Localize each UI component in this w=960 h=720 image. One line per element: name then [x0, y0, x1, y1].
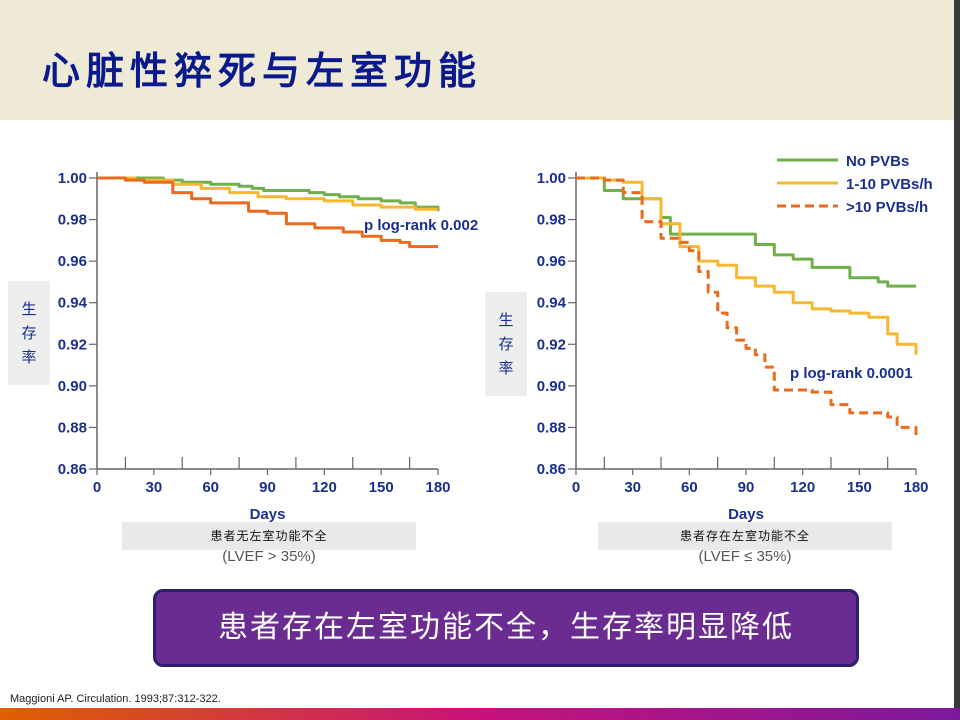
- x-tick-label: 60: [681, 479, 698, 496]
- y-tick-label: 0.92: [537, 336, 566, 353]
- y-tick-label: 0.98: [58, 212, 87, 229]
- y-tick-label: 0.96: [58, 253, 87, 270]
- p-value-annotation: p log-rank 0.002: [364, 217, 478, 234]
- series-line-1: [576, 176, 916, 288]
- y-axis-label-left: 生存率: [8, 281, 50, 385]
- right-edge-bar: [954, 0, 960, 720]
- legend-label: >10 PVBs/h: [846, 199, 928, 216]
- x-tick-label: 30: [624, 479, 641, 496]
- x-tick-label: 60: [202, 479, 219, 496]
- legend-label: No PVBs: [846, 153, 909, 170]
- x-tick-label: 150: [369, 479, 394, 496]
- conclusion-banner: 患者存在左室功能不全，生存率明显降低: [153, 589, 859, 667]
- x-axis-label: Days: [728, 506, 764, 523]
- y-tick-label: 0.90: [58, 378, 87, 395]
- y-axis-label-text: 生存率: [498, 311, 514, 377]
- x-tick-label: 120: [312, 479, 337, 496]
- left-chart-caption: 患者无左室功能不全: [122, 522, 416, 550]
- x-axis-label: Days: [250, 506, 286, 523]
- y-tick-label: 0.88: [58, 419, 87, 436]
- x-tick-label: 90: [738, 479, 755, 496]
- citation: Maggioni AP. Circulation. 1993;87:312-32…: [10, 693, 221, 705]
- p-value-annotation: p log-rank 0.0001: [790, 365, 913, 382]
- left-chart-subcaption: (LVEF > 35%): [222, 548, 316, 565]
- x-tick-label: 30: [145, 479, 162, 496]
- y-tick-label: 0.88: [537, 419, 566, 436]
- page-title: 心脏性猝死与左室功能: [42, 48, 483, 93]
- x-tick-label: 0: [93, 479, 101, 496]
- x-tick-label: 150: [847, 479, 872, 496]
- right-chart-caption: 患者存在左室功能不全: [598, 522, 892, 550]
- series-line-2: [576, 176, 918, 355]
- x-tick-label: 180: [425, 479, 450, 496]
- series-line-1: [97, 176, 440, 212]
- y-tick-label: 1.00: [537, 170, 566, 187]
- y-tick-label: 0.86: [537, 461, 566, 478]
- series-line-3: [576, 176, 918, 440]
- y-axis-label-right: 生存率: [485, 292, 527, 396]
- right-chart-subcaption: (LVEF ≤ 35%): [698, 548, 792, 565]
- x-tick-label: 90: [259, 479, 276, 496]
- bottom-gradient-bar: [0, 708, 960, 720]
- x-tick-label: 0: [572, 479, 580, 496]
- x-tick-label: 120: [790, 479, 815, 496]
- y-tick-label: 0.90: [537, 378, 566, 395]
- y-tick-label: 0.94: [537, 295, 567, 312]
- legend-label: 1-10 PVBs/h: [846, 176, 933, 193]
- y-tick-label: 0.98: [537, 212, 566, 229]
- y-tick-label: 0.92: [58, 336, 87, 353]
- y-tick-label: 1.00: [58, 170, 87, 187]
- y-tick-label: 0.94: [58, 295, 88, 312]
- title-bar: [0, 0, 960, 120]
- series-line-3: [97, 176, 438, 249]
- y-axis-label-text: 生存率: [21, 300, 37, 366]
- x-tick-label: 180: [903, 479, 928, 496]
- y-tick-label: 0.96: [537, 253, 566, 270]
- y-tick-label: 0.86: [58, 461, 87, 478]
